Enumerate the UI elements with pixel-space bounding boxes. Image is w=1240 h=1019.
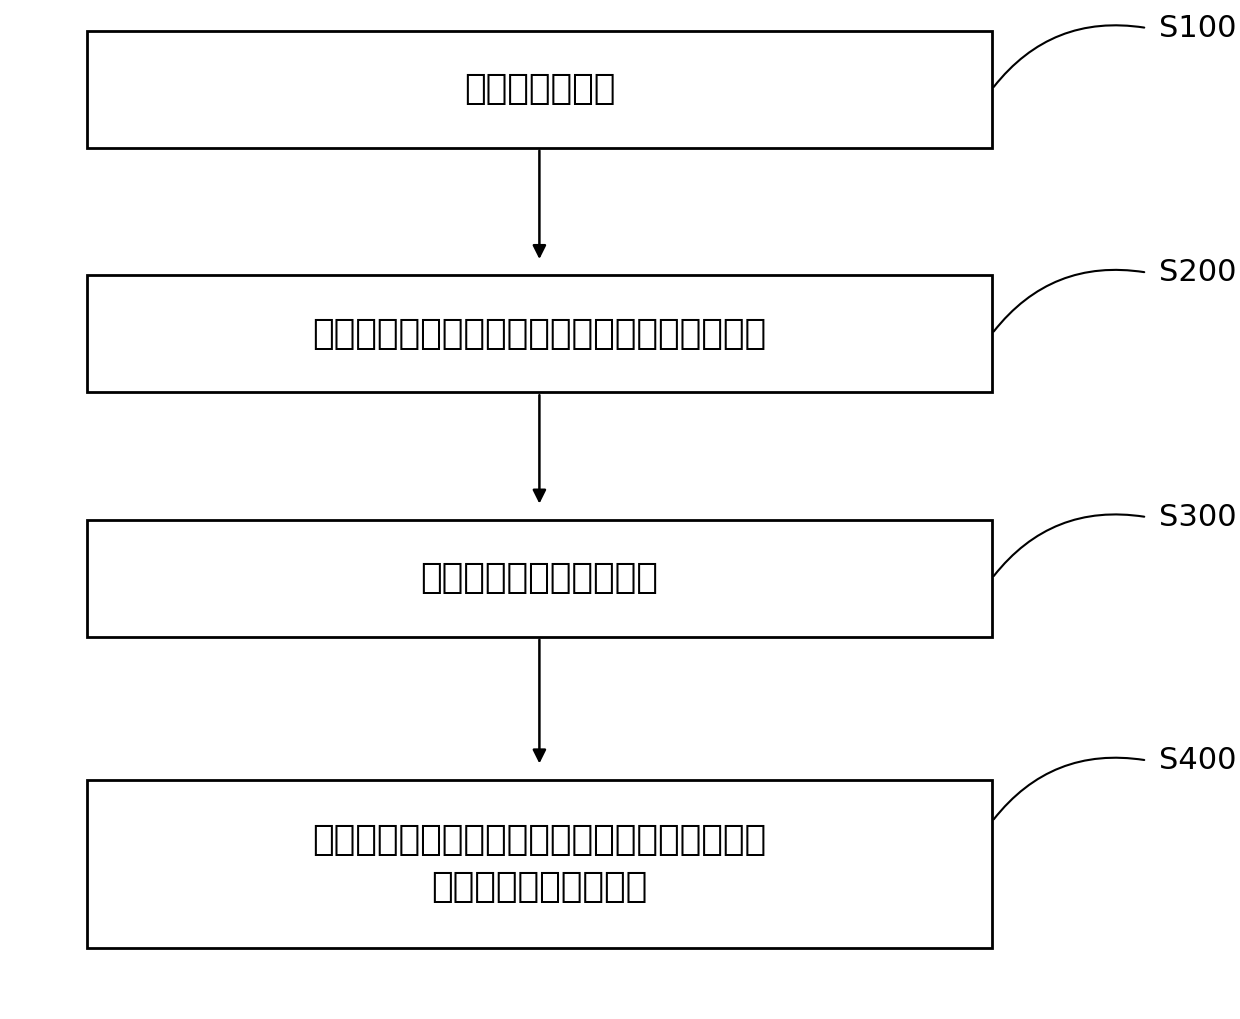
FancyBboxPatch shape bbox=[87, 31, 992, 148]
FancyBboxPatch shape bbox=[87, 780, 992, 948]
Text: S300: S300 bbox=[1159, 502, 1238, 532]
FancyArrowPatch shape bbox=[993, 25, 1145, 87]
Text: 提供一中空模具: 提供一中空模具 bbox=[464, 72, 615, 106]
FancyArrowPatch shape bbox=[993, 270, 1145, 331]
FancyArrowPatch shape bbox=[993, 758, 1145, 819]
Text: S400: S400 bbox=[1159, 746, 1238, 774]
FancyArrowPatch shape bbox=[993, 515, 1145, 576]
FancyBboxPatch shape bbox=[87, 275, 992, 392]
Text: 将螺旋钢丝插入混合物中: 将螺旋钢丝插入混合物中 bbox=[420, 561, 658, 595]
Text: S100: S100 bbox=[1159, 13, 1238, 43]
Text: S200: S200 bbox=[1159, 258, 1238, 287]
Text: 将固化后的硅橡胶从中空模具中脱模，从而获得
可拉伸摩擦纳米发电机: 将固化后的硅橡胶从中空模具中脱模，从而获得 可拉伸摩擦纳米发电机 bbox=[312, 823, 766, 904]
Text: 将液体硅橡胶和固化剂的混合物注入中空模具中: 将液体硅橡胶和固化剂的混合物注入中空模具中 bbox=[312, 317, 766, 351]
FancyBboxPatch shape bbox=[87, 520, 992, 637]
